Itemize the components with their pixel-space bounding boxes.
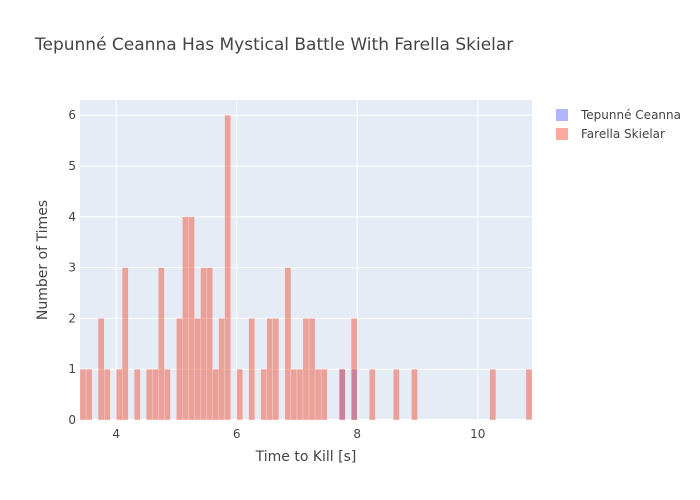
- histogram-bar[interactable]: [200, 267, 207, 421]
- histogram-bar[interactable]: [116, 369, 123, 421]
- histogram-bar[interactable]: [290, 369, 298, 421]
- histogram-bar[interactable]: [134, 369, 141, 421]
- histogram-bar[interactable]: [85, 369, 93, 421]
- histogram-bar[interactable]: [104, 369, 111, 421]
- histogram-bar[interactable]: [79, 369, 87, 421]
- x-axis-title: Time to Kill [s]: [255, 449, 357, 465]
- chart-title: Tepunné Ceanna Has Mystical Battle With …: [34, 35, 513, 55]
- y-tick-label: 1: [68, 362, 76, 376]
- histogram-bar[interactable]: [339, 369, 346, 421]
- histogram-bar[interactable]: [236, 369, 243, 421]
- histogram-bar[interactable]: [308, 318, 316, 421]
- y-axis-title: Number of Times: [35, 200, 51, 320]
- histogram-bar[interactable]: [266, 318, 273, 421]
- y-tick-label: 0: [68, 413, 76, 427]
- x-tick-label: 4: [112, 427, 120, 441]
- histogram-bar[interactable]: [260, 369, 267, 421]
- x-tick-label: 8: [353, 427, 361, 441]
- y-tick-label: 5: [68, 159, 76, 173]
- series-1-bars: [79, 115, 533, 421]
- histogram-bar[interactable]: [302, 318, 310, 421]
- legend-item[interactable]: Tepunné Ceanna: [556, 108, 681, 122]
- histogram-bar[interactable]: [218, 318, 225, 421]
- histogram-bar[interactable]: [411, 369, 418, 421]
- histogram-bar[interactable]: [320, 369, 328, 421]
- legend-item[interactable]: Farella Skielar: [556, 127, 665, 141]
- legend-label: Tepunné Ceanna: [580, 108, 681, 122]
- histogram-bar[interactable]: [212, 369, 219, 421]
- histogram-bar[interactable]: [393, 369, 400, 421]
- legend-swatch: [556, 109, 568, 121]
- histogram-bar[interactable]: [158, 267, 165, 421]
- y-tick-label: 3: [68, 261, 76, 275]
- histogram-bar[interactable]: [97, 318, 105, 421]
- histogram-bar[interactable]: [489, 369, 496, 421]
- histogram-bar[interactable]: [182, 216, 189, 421]
- histogram-bar[interactable]: [296, 369, 304, 421]
- histogram-bar[interactable]: [272, 318, 279, 421]
- histogram-bar[interactable]: [248, 318, 255, 421]
- histogram-bar[interactable]: [164, 369, 171, 421]
- histogram-bar[interactable]: [351, 318, 358, 421]
- histogram-bar[interactable]: [525, 369, 533, 421]
- tick-labels: 4 6 8 10 0 1 2 3 4 5 6: [68, 108, 485, 441]
- y-tick-label: 4: [68, 210, 76, 224]
- y-tick-label: 2: [68, 311, 76, 325]
- legend-swatch: [556, 128, 568, 140]
- histogram-bar[interactable]: [314, 369, 322, 421]
- y-tick-label: 6: [68, 108, 76, 122]
- histogram-bar[interactable]: [152, 369, 159, 421]
- histogram-bar[interactable]: [146, 369, 153, 421]
- histogram-bar[interactable]: [122, 267, 129, 421]
- histogram-bar[interactable]: [284, 267, 292, 421]
- legend[interactable]: Tepunné Ceanna Farella Skielar: [556, 108, 681, 141]
- x-tick-label: 6: [233, 427, 241, 441]
- histogram-bar[interactable]: [224, 115, 231, 421]
- histogram-bar[interactable]: [194, 318, 201, 421]
- histogram-bar[interactable]: [369, 369, 376, 421]
- histogram-bar[interactable]: [176, 318, 183, 421]
- grid-lines: [80, 100, 532, 421]
- x-tick-label: 10: [470, 427, 485, 441]
- histogram-bars: [79, 115, 533, 421]
- histogram-bar[interactable]: [188, 216, 195, 421]
- histogram-bar[interactable]: [206, 267, 213, 421]
- legend-label: Farella Skielar: [581, 127, 665, 141]
